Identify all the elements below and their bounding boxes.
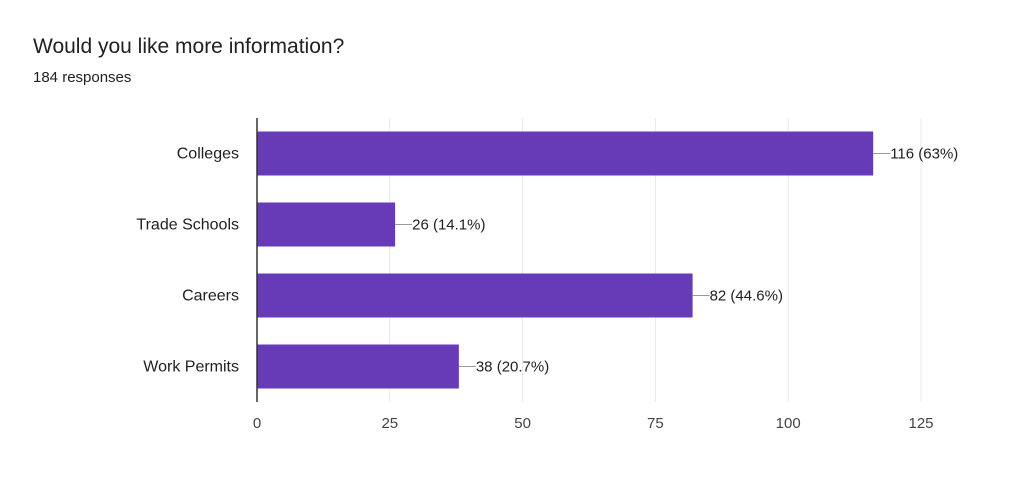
chart-title: Would you like more information? — [33, 35, 345, 58]
data-label: 82 (44.6%) — [710, 288, 783, 305]
bar — [257, 273, 693, 318]
category-label: Careers — [182, 288, 239, 305]
response-count: 184 responses — [33, 69, 132, 86]
category-label: Trade Schools — [136, 217, 239, 234]
bar — [257, 131, 874, 176]
data-label: 116 (63%) — [890, 146, 958, 163]
x-tick-label: 25 — [381, 415, 398, 432]
data-label: 26 (14.1%) — [412, 217, 485, 234]
x-tick-label: 0 — [253, 415, 261, 432]
bar — [257, 202, 396, 247]
bars — [257, 131, 874, 389]
labels: 0 25 50 75 100 125 Colleges 116 (63%) Trade Scho… — [136, 118, 958, 432]
x-tick-label: 50 — [514, 415, 531, 432]
bar — [257, 344, 459, 389]
category-label: Work Permits — [143, 359, 239, 376]
x-tick-label: 100 — [776, 415, 801, 432]
data-label: 38 (20.7%) — [476, 359, 549, 376]
x-tick-label: 75 — [647, 415, 664, 432]
category-label: Colleges — [177, 146, 239, 163]
x-tick-label: 125 — [908, 415, 933, 432]
